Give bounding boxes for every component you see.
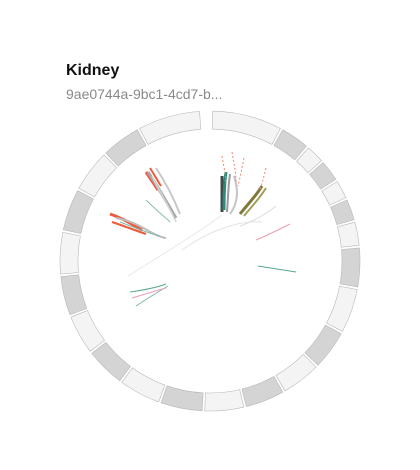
chromosome-segment[interactable] xyxy=(59,232,81,275)
chromosome-segment[interactable] xyxy=(70,310,106,352)
link-teal xyxy=(135,285,169,307)
chromosome-segment[interactable] xyxy=(339,247,361,288)
chromosome-segment[interactable] xyxy=(160,385,204,412)
link-red xyxy=(149,167,162,187)
chromosome-segment[interactable] xyxy=(273,129,307,161)
chromosome-segment[interactable] xyxy=(105,129,147,167)
link-olive xyxy=(243,187,267,217)
link-faint xyxy=(181,221,263,251)
link-teal xyxy=(222,171,228,211)
link-gray xyxy=(115,217,167,239)
chromosome-segment[interactable] xyxy=(304,324,342,366)
chromosome-segment[interactable] xyxy=(204,389,245,412)
chromosome-ring xyxy=(59,110,361,412)
chromosome-segment[interactable] xyxy=(337,221,360,248)
link-pink xyxy=(131,287,167,299)
link-teal xyxy=(257,265,297,273)
chromosome-segment[interactable] xyxy=(211,110,281,145)
link-gray xyxy=(151,175,177,223)
link-teal xyxy=(129,283,167,293)
chromosome-segment[interactable] xyxy=(296,147,322,174)
card-subtitle: 9ae0744a-9bc1-4cd7-b... xyxy=(66,86,223,102)
chromosome-segment[interactable] xyxy=(62,190,94,234)
card-title: Kidney xyxy=(66,62,120,79)
chromosome-segment[interactable] xyxy=(78,154,118,198)
chromosome-segment[interactable] xyxy=(326,285,358,332)
link-faint xyxy=(127,214,223,277)
chromosome-segment[interactable] xyxy=(330,199,355,225)
link-gray xyxy=(226,173,231,213)
link-pink xyxy=(255,223,291,241)
chromosome-segment[interactable] xyxy=(121,367,166,403)
chromosome-segment[interactable] xyxy=(309,162,337,190)
chromosome-segment[interactable] xyxy=(139,111,202,145)
link-gray xyxy=(229,175,238,215)
chromosome-segment[interactable] xyxy=(241,376,284,407)
link-red xyxy=(111,221,147,235)
link-gray xyxy=(155,167,181,215)
link-faint xyxy=(239,205,277,227)
links-layer xyxy=(109,151,297,307)
chromosome-segment[interactable] xyxy=(321,181,347,206)
link-teal xyxy=(145,199,171,223)
chromosome-segment[interactable] xyxy=(60,274,88,316)
chromosome-segment[interactable] xyxy=(275,353,317,392)
chromosome-segment[interactable] xyxy=(91,341,131,382)
link-teal xyxy=(119,221,161,237)
link-red-dashed xyxy=(259,167,267,191)
link-red-dashed xyxy=(237,157,245,187)
link-olive xyxy=(238,185,264,215)
